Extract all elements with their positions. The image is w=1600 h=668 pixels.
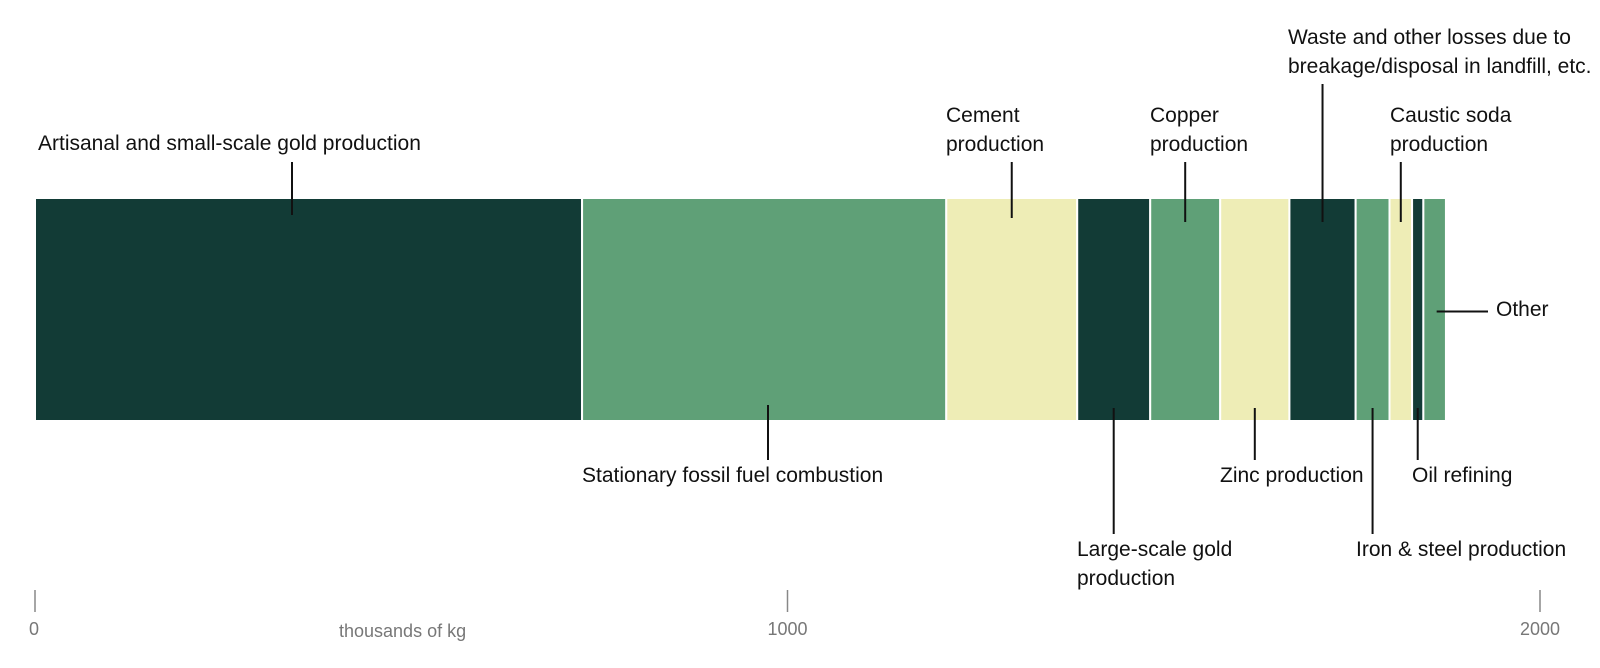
x-tick-label-2000: 2000 <box>1520 619 1560 639</box>
label-caustic-soda-production: Caustic soda production <box>1390 104 1512 156</box>
label-stationary-fossil-fuel-combustion: Stationary fossil fuel combustion <box>582 464 883 487</box>
bar-segment-caustic-soda-production <box>1388 197 1414 422</box>
label-leaders <box>291 84 1488 534</box>
label-large-scale-gold-production: Large-scale gold production <box>1077 538 1232 590</box>
bar-segment-stationary-fossil-fuel-combustion <box>581 197 948 422</box>
label-copper-production: Copper production <box>1150 104 1248 156</box>
bar-segment-cement-production <box>945 197 1079 422</box>
bar-segments <box>34 197 1447 422</box>
x-axis: 0 1000 2000 <box>29 590 1560 639</box>
bar-segment-oil-refining <box>1411 197 1425 422</box>
bar-segment-iron-steel-production <box>1354 197 1391 422</box>
label-artisanal-and-small-scale-gold-production: Artisanal and small-scale gold productio… <box>38 132 421 155</box>
x-tick-label-0: 0 <box>29 619 39 639</box>
bar-segment-copper-production <box>1149 197 1222 422</box>
label-zinc-production: Zinc production <box>1220 464 1364 487</box>
x-tick-label-1000: 1000 <box>767 619 807 639</box>
category-labels: Artisanal and small-scale gold productio… <box>38 26 1592 590</box>
label-other: Other <box>1496 298 1549 321</box>
label-cement-production: Cement production <box>946 104 1044 156</box>
x-axis-label: thousands of kg <box>339 621 466 641</box>
bar-segment-artisanal-and-small-scale-gold-production <box>34 197 584 422</box>
label-waste-and-other-losses-due-to-breakage-disposal-in-landfill-etc: Waste and other losses due to breakage/di… <box>1288 26 1592 78</box>
bar-segment-other <box>1422 197 1447 422</box>
bar-segment-large-scale-gold-production <box>1076 197 1152 422</box>
bar-segment-waste-and-other-losses-due-to-breakage-disposal-in-landfill-etc <box>1288 197 1357 422</box>
label-oil-refining: Oil refining <box>1412 464 1512 487</box>
label-iron-steel-production: Iron & steel production <box>1356 538 1566 561</box>
bar-segment-zinc-production <box>1219 197 1291 422</box>
